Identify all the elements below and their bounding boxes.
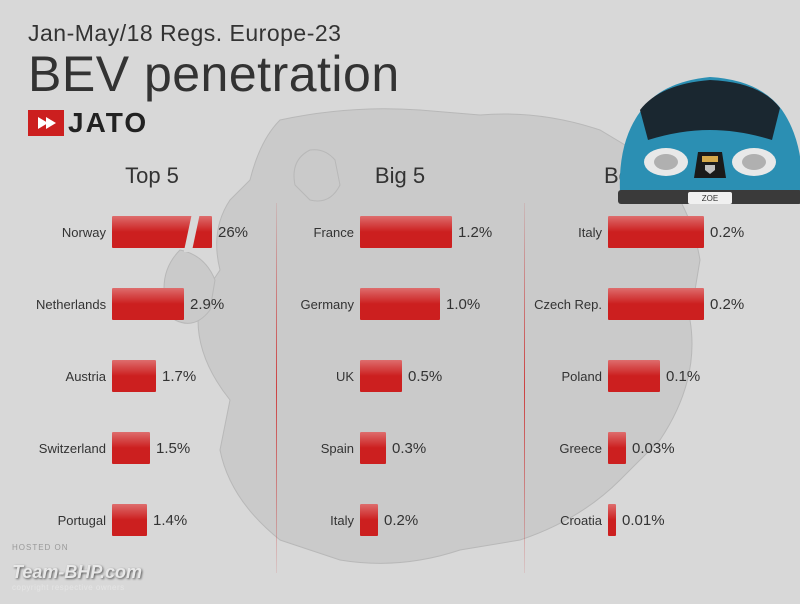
bar — [360, 432, 386, 464]
chart-column: Top 5 Norway 26% Netherlands 2.9% Austria 1.7%… — [28, 163, 276, 573]
bar-wrap: 0.5% — [360, 357, 516, 395]
bar-wrap: 0.03% — [608, 429, 764, 467]
country-label: Austria — [36, 369, 112, 384]
country-label: Poland — [532, 369, 608, 384]
watermark: Team-BHP.com copyright respective owners — [12, 562, 142, 592]
country-label: Czech Rep. — [532, 297, 608, 312]
country-label: Netherlands — [36, 297, 112, 312]
watermark-copyright: copyright respective owners — [12, 583, 142, 592]
bar — [112, 288, 184, 320]
data-row: Spain 0.3% — [284, 429, 516, 467]
bar-wrap: 0.2% — [608, 213, 764, 251]
value-label: 0.2% — [384, 512, 418, 529]
value-label: 1.7% — [162, 368, 196, 385]
country-label: Spain — [284, 441, 360, 456]
bar-wrap: 1.5% — [112, 429, 268, 467]
bar-wrap: 26% — [112, 213, 268, 251]
bar-wrap: 0.2% — [608, 285, 764, 323]
data-row: Netherlands 2.9% — [36, 285, 268, 323]
country-label: France — [284, 225, 360, 240]
value-label: 2.9% — [190, 296, 224, 313]
chart-column: Big 5 France 1.2% Germany 1.0% UK 0.5% Spain 0.3… — [276, 163, 524, 573]
value-label: 0.1% — [666, 368, 700, 385]
bar-wrap: 1.2% — [360, 213, 516, 251]
bar-wrap: 1.7% — [112, 357, 268, 395]
country-label: Portugal — [36, 513, 112, 528]
bar — [360, 504, 378, 536]
jato-logo-mark — [28, 110, 64, 136]
bar — [360, 216, 452, 248]
data-row: Croatia 0.01% — [532, 501, 764, 539]
country-label: Germany — [284, 297, 360, 312]
bar — [112, 504, 147, 536]
data-row: Germany 1.0% — [284, 285, 516, 323]
value-label: 26% — [218, 224, 248, 241]
value-label: 0.5% — [408, 368, 442, 385]
bar — [112, 432, 150, 464]
bar — [360, 288, 440, 320]
data-row: Italy 0.2% — [532, 213, 764, 251]
bar-wrap: 2.9% — [112, 285, 268, 323]
country-label: Switzerland — [36, 441, 112, 456]
watermark-brand: Team-BHP.com — [12, 562, 142, 583]
data-row: Czech Rep. 0.2% — [532, 285, 764, 323]
bar-wrap: 0.3% — [360, 429, 516, 467]
data-row: UK 0.5% — [284, 357, 516, 395]
value-label: 1.4% — [153, 512, 187, 529]
bar-wrap: 1.0% — [360, 285, 516, 323]
chart-subtitle: Jan-May/18 Regs. Europe-23 — [28, 20, 772, 47]
value-label: 1.5% — [156, 440, 190, 457]
bar — [608, 432, 626, 464]
bar — [112, 216, 212, 248]
bar — [608, 216, 704, 248]
value-label: 0.2% — [710, 224, 744, 241]
country-label: Norway — [36, 225, 112, 240]
chart-column: Bottom 5Italy0.2%Czech Rep.0.2%Poland0.1… — [524, 163, 772, 573]
data-row: Austria 1.7% — [36, 357, 268, 395]
bar — [608, 504, 616, 536]
value-label: 1.0% — [446, 296, 480, 313]
country-label: UK — [284, 369, 360, 384]
bar — [360, 360, 402, 392]
chart-columns: Top 5 Norway 26% Netherlands 2.9% Austria 1.7%… — [28, 163, 772, 573]
country-label: Greece — [532, 441, 608, 456]
column-title: Top 5 — [36, 163, 268, 189]
data-row: Portugal 1.4% — [36, 501, 268, 539]
bar-wrap: 0.1% — [608, 357, 764, 395]
country-label: Italy — [532, 225, 608, 240]
car-plate-text: ZOE — [702, 194, 718, 203]
car-illustration: ZOE — [610, 52, 800, 212]
data-row: Norway 26% — [36, 213, 268, 251]
data-row: Greece 0.03% — [532, 429, 764, 467]
data-row: Switzerland 1.5% — [36, 429, 268, 467]
country-label: Croatia — [532, 513, 608, 528]
value-label: 0.01% — [622, 512, 665, 529]
data-row: Italy 0.2% — [284, 501, 516, 539]
data-row: France 1.2% — [284, 213, 516, 251]
value-label: 0.2% — [710, 296, 744, 313]
value-label: 0.3% — [392, 440, 426, 457]
country-label: Italy — [284, 513, 360, 528]
data-row: Poland 0.1% — [532, 357, 764, 395]
bar-wrap: 1.4% — [112, 501, 268, 539]
bar — [112, 360, 156, 392]
column-title: Big 5 — [284, 163, 516, 189]
bar — [608, 288, 704, 320]
jato-logo-text: JATO — [68, 107, 148, 139]
bar-wrap: 0.01% — [608, 501, 764, 539]
value-label: 0.03% — [632, 440, 675, 457]
value-label: 1.2% — [458, 224, 492, 241]
bar — [608, 360, 660, 392]
hosted-on-label: HOSTED ON — [12, 543, 69, 552]
bar-wrap: 0.2% — [360, 501, 516, 539]
